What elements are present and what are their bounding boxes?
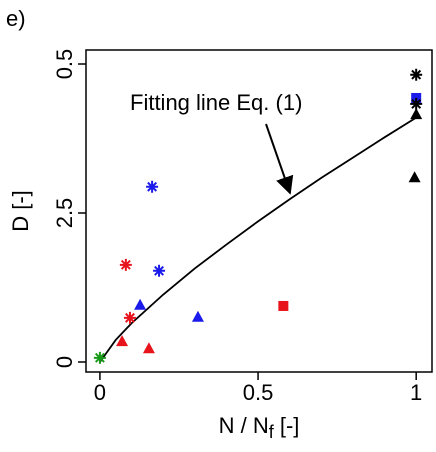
y-tick-label: 0 [52,356,77,368]
star-point [93,351,106,364]
annotation-arrow [265,123,294,195]
triangle-point [410,108,423,120]
y-axis-label: D [-] [8,190,33,232]
star-point [410,97,423,110]
x-tick-label: 1 [410,380,422,405]
panel-label: e) [6,6,26,31]
x-axis-label-main: N / N [219,413,269,438]
y-tick-label: 2.5 [52,198,77,229]
x-axis-label: N / Nf [-] [219,413,300,442]
square-point [278,300,289,311]
star-point [119,258,132,271]
y-tick-label: 0.5 [52,49,77,80]
star-point [123,311,136,324]
triangle-point [116,335,129,347]
triangle-point [142,342,155,354]
triangle-point [408,171,421,183]
star-point [153,264,166,277]
x-axis-label-tail: [-] [274,413,300,438]
x-axis-label-sub: f [269,422,275,442]
x-tick-label: 0.5 [243,380,274,405]
annotation: Fitting line Eq. (1) [130,90,302,115]
plot-frame [85,49,433,373]
triangle-point [191,310,204,322]
star-point [410,68,423,81]
star-point [146,180,159,193]
triangle-point [134,298,147,310]
fit-line [99,116,417,363]
x-tick-label: 0 [94,380,106,405]
